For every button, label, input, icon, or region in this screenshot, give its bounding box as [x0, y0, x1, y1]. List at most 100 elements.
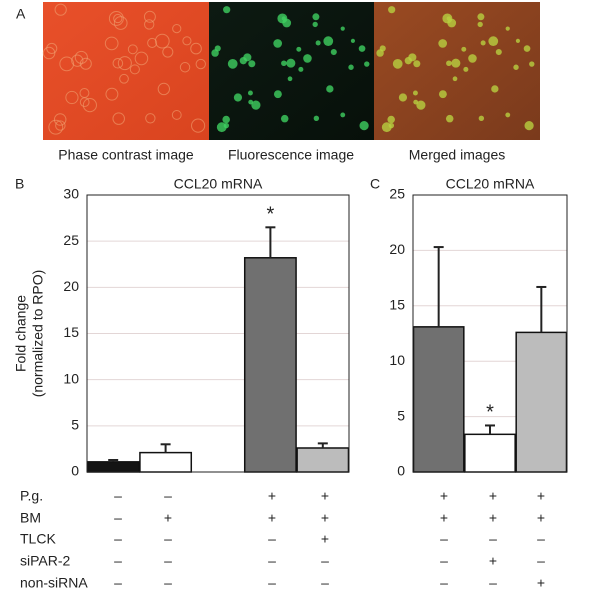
- image-caption: Fluorescence image: [228, 147, 354, 163]
- cell: [112, 57, 124, 69]
- significance-mark: *: [267, 204, 275, 226]
- phase-image: [43, 2, 209, 140]
- cell: [364, 61, 370, 67]
- cell: [359, 121, 369, 131]
- y-axis-label: Fold change (normalized to RPO): [13, 270, 46, 398]
- error-bar: [485, 424, 495, 435]
- error-bar: [160, 443, 171, 453]
- cell: [461, 46, 467, 52]
- y-tick-label: 20: [389, 241, 405, 257]
- cell: [134, 51, 149, 66]
- cell: [112, 112, 125, 125]
- condition-symbol: –: [537, 553, 545, 569]
- cell: [273, 39, 283, 48]
- cell: [330, 48, 337, 56]
- fluorescence-image: [209, 2, 374, 140]
- y-tick-label: 0: [71, 463, 79, 479]
- cell: [286, 58, 296, 68]
- cell: [412, 90, 418, 96]
- condition-symbol: –: [164, 488, 172, 504]
- cell: [488, 36, 499, 47]
- cell: [54, 3, 67, 16]
- condition-symbol: –: [114, 510, 122, 526]
- cell-spots: [42, 3, 535, 135]
- condition-symbol: +: [321, 488, 329, 504]
- cell: [478, 115, 485, 121]
- cell: [282, 18, 292, 28]
- cell: [104, 36, 119, 51]
- cell: [147, 37, 158, 48]
- condition-symbol: +: [268, 488, 276, 504]
- error-bar: [536, 285, 547, 333]
- chart-title: CCL20 mRNA: [174, 176, 263, 192]
- cell: [190, 42, 202, 55]
- condition-symbol: –: [268, 531, 276, 547]
- panel-label: A: [16, 6, 26, 22]
- condition-symbol: –: [114, 531, 122, 547]
- cell: [119, 73, 129, 84]
- cell: [491, 85, 499, 93]
- cell: [195, 58, 206, 70]
- cell: [243, 53, 252, 62]
- condition-symbol: –: [268, 553, 276, 569]
- condition-symbol: –: [321, 553, 329, 569]
- y-tick-label: 0: [397, 463, 405, 479]
- condition-symbol: +: [321, 510, 329, 526]
- cell: [46, 42, 58, 54]
- y-tick-label: 15: [389, 297, 405, 313]
- condition-symbol: –: [164, 531, 172, 547]
- cell: [223, 122, 230, 129]
- condition-symbol: –: [114, 575, 122, 591]
- cell: [524, 121, 534, 131]
- cell: [154, 33, 170, 49]
- cell: [113, 13, 123, 24]
- condition-symbol: +: [537, 510, 545, 526]
- cell: [296, 46, 302, 52]
- cell: [468, 54, 477, 63]
- error-bar: [433, 246, 444, 327]
- cell: [388, 122, 395, 129]
- cell: [179, 62, 191, 73]
- cell: [438, 39, 448, 48]
- plot-frame: [412, 194, 568, 473]
- cell: [233, 93, 243, 102]
- plot-frame: [86, 194, 350, 473]
- cell: [117, 56, 132, 71]
- cell: [42, 46, 56, 60]
- cell: [251, 100, 261, 110]
- condition-symbol: +: [537, 575, 545, 591]
- cell: [447, 18, 457, 28]
- cell: [350, 38, 355, 43]
- y-axis-label-line: (normalized to RPO): [30, 270, 46, 398]
- cell: [171, 109, 182, 120]
- cell: [348, 64, 354, 70]
- condition-symbol: –: [268, 575, 276, 591]
- cell: [53, 113, 67, 126]
- cell: [113, 16, 128, 30]
- condition-label: siPAR-2: [20, 553, 71, 569]
- condition-symbol: –: [164, 553, 172, 569]
- cell: [223, 6, 231, 14]
- cell: [48, 119, 64, 135]
- condition-symbol: +: [164, 510, 172, 526]
- cell: [463, 66, 469, 72]
- cell: [438, 90, 447, 99]
- cell: [157, 82, 171, 96]
- cell: [71, 54, 84, 67]
- y-tick-label: 10: [389, 352, 405, 368]
- cell: [222, 115, 230, 124]
- bar: [515, 331, 568, 473]
- cell: [298, 66, 304, 72]
- cell: [513, 64, 519, 70]
- cell: [312, 21, 318, 28]
- cell: [446, 60, 452, 67]
- condition-symbol: –: [321, 575, 329, 591]
- cell: [182, 36, 192, 46]
- cell: [211, 49, 219, 57]
- cell: [59, 56, 75, 72]
- condition-label: TLCK: [20, 531, 56, 547]
- chart-title: CCL20 mRNA: [446, 176, 535, 192]
- error-bar: [317, 442, 328, 448]
- condition-label: P.g.: [20, 488, 43, 504]
